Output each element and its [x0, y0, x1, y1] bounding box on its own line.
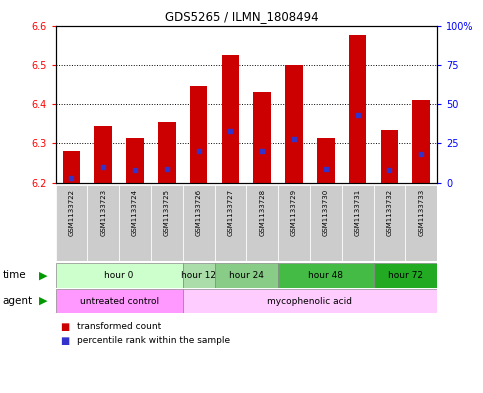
Bar: [310, 185, 342, 261]
Text: hour 48: hour 48: [308, 271, 343, 280]
Bar: [56, 289, 183, 313]
Point: [417, 151, 425, 158]
Bar: [278, 263, 373, 288]
Bar: [183, 263, 214, 288]
Text: ■: ■: [60, 336, 70, 346]
Text: time: time: [2, 270, 26, 281]
Text: GSM1133728: GSM1133728: [259, 189, 265, 236]
Bar: [63, 151, 80, 183]
Text: hour 12: hour 12: [181, 271, 216, 280]
Bar: [246, 185, 278, 261]
Bar: [214, 263, 278, 288]
Bar: [373, 263, 437, 288]
Bar: [95, 126, 112, 183]
Bar: [56, 185, 87, 261]
Text: GSM1133729: GSM1133729: [291, 189, 297, 236]
Text: agent: agent: [2, 296, 32, 306]
Text: GSM1133727: GSM1133727: [227, 189, 233, 236]
Text: GSM1133725: GSM1133725: [164, 189, 170, 235]
Bar: [183, 185, 214, 261]
Bar: [56, 263, 183, 288]
Bar: [317, 138, 335, 183]
Point: [354, 112, 361, 118]
Text: GSM1133733: GSM1133733: [418, 189, 424, 236]
Text: percentile rank within the sample: percentile rank within the sample: [77, 336, 230, 345]
Bar: [285, 65, 303, 183]
Bar: [349, 35, 367, 183]
Bar: [381, 130, 398, 183]
Point: [163, 165, 170, 172]
Point: [195, 148, 202, 154]
Text: GSM1133726: GSM1133726: [196, 189, 201, 236]
Text: GSM1133731: GSM1133731: [355, 189, 361, 236]
Text: GSM1133732: GSM1133732: [386, 189, 392, 236]
Text: hour 0: hour 0: [104, 271, 134, 280]
Text: GSM1133730: GSM1133730: [323, 189, 329, 236]
Bar: [126, 138, 144, 183]
Text: transformed count: transformed count: [77, 323, 161, 331]
Bar: [151, 185, 183, 261]
Bar: [87, 185, 119, 261]
Text: ▶: ▶: [39, 270, 48, 281]
Bar: [158, 122, 176, 183]
Text: mycophenolic acid: mycophenolic acid: [268, 297, 353, 305]
Text: ■: ■: [60, 322, 70, 332]
Bar: [278, 185, 310, 261]
Point: [99, 164, 107, 170]
Bar: [190, 86, 207, 183]
Bar: [119, 185, 151, 261]
Bar: [222, 55, 239, 183]
Text: GDS5265 / ILMN_1808494: GDS5265 / ILMN_1808494: [165, 10, 318, 23]
Text: hour 24: hour 24: [229, 271, 264, 280]
Point: [385, 167, 393, 173]
Text: ▶: ▶: [39, 296, 48, 306]
Bar: [254, 92, 271, 183]
Point: [131, 167, 139, 173]
Text: GSM1133722: GSM1133722: [69, 189, 74, 235]
Text: GSM1133724: GSM1133724: [132, 189, 138, 235]
Bar: [214, 185, 246, 261]
Point: [68, 175, 75, 181]
Bar: [183, 289, 437, 313]
Point: [290, 136, 298, 142]
Bar: [373, 185, 405, 261]
Point: [258, 148, 266, 154]
Bar: [412, 100, 430, 183]
Text: GSM1133723: GSM1133723: [100, 189, 106, 236]
Text: untreated control: untreated control: [80, 297, 159, 305]
Bar: [342, 185, 373, 261]
Text: hour 72: hour 72: [388, 271, 423, 280]
Point: [227, 128, 234, 134]
Point: [322, 165, 330, 172]
Bar: [405, 185, 437, 261]
